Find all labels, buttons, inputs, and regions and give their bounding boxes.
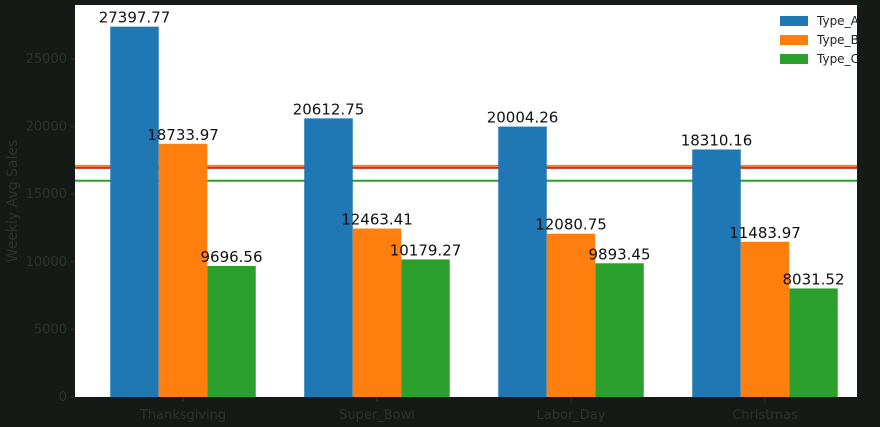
- y-tick-label-15000: 15000: [26, 187, 67, 202]
- legend-swatch-Type_B: [780, 35, 808, 45]
- bars-group: [110, 26, 838, 398]
- legend-label-Type_B: Type_B: [816, 33, 859, 47]
- bar-Type_C-Super_Bowl: [401, 259, 450, 397]
- legend: Type_A Type_B Type_C: [780, 14, 860, 66]
- bar-Type_B-Super_Bowl: [352, 228, 402, 397]
- legend-swatch-Type_A: [780, 16, 808, 26]
- data-label-Type_B-Christmas: 11483.97: [729, 224, 801, 242]
- y-tick-label-5000: 5000: [34, 322, 67, 337]
- x-tick-label-Labor_Day: Labor_Day: [537, 408, 606, 423]
- bar-Type_C-Christmas: [789, 288, 838, 397]
- value-labels-group: 27397.77 20612.75 20004.26 18310.16 18733.97…: [99, 9, 845, 289]
- y-tick-label-10000: 10000: [26, 255, 67, 270]
- data-label-Type_C-Super_Bowl: 10179.27: [390, 241, 462, 259]
- bar-Type_A-Thanksgiving: [110, 26, 159, 398]
- y-tick-label-0: 0: [59, 390, 67, 405]
- data-label-Type_A-Super_Bowl: 20612.75: [293, 100, 365, 118]
- data-label-Type_A-Thanksgiving: 27397.77: [99, 9, 171, 27]
- bar-Type_B-Thanksgiving: [158, 143, 208, 397]
- legend-label-Type_C: Type_C: [816, 52, 859, 66]
- axes-group: 0 5000 10000 15000 20000 25000 Thanksgiving Sup…: [5, 52, 798, 423]
- y-tick-label-25000: 25000: [26, 52, 67, 67]
- x-tick-label-Thanksgiving: Thanksgiving: [139, 408, 226, 423]
- data-label-Type_B-Super_Bowl: 12463.41: [341, 211, 413, 229]
- x-tick-label-Christmas: Christmas: [732, 408, 798, 423]
- bar-Type_B-Labor_Day: [546, 233, 596, 397]
- data-label-Type_C-Labor_Day: 9893.45: [588, 245, 650, 263]
- legend-label-Type_A: Type_A: [816, 14, 860, 28]
- bar-Type_B-Christmas: [740, 241, 790, 397]
- data-label-Type_C-Christmas: 8031.52: [782, 270, 844, 288]
- data-label-Type_B-Labor_Day: 12080.75: [535, 216, 607, 234]
- data-label-Type_C-Thanksgiving: 9696.56: [200, 248, 262, 266]
- bar-Type_A-Christmas: [692, 149, 741, 397]
- bar-Type_A-Super_Bowl: [304, 118, 353, 397]
- data-label-Type_A-Labor_Day: 20004.26: [487, 109, 559, 127]
- data-label-Type_A-Christmas: 18310.16: [681, 131, 753, 149]
- x-tick-label-Super_Bowl: Super_Bowl: [339, 408, 415, 423]
- bar-Type_C-Labor_Day: [595, 263, 644, 397]
- bar-Type_A-Labor_Day: [498, 126, 547, 397]
- y-tick-label-20000: 20000: [26, 120, 67, 135]
- data-label-Type_B-Thanksgiving: 18733.97: [147, 126, 219, 144]
- y-axis-label: Weekly Avg Sales: [5, 140, 21, 263]
- bar-Type_C-Thanksgiving: [207, 265, 256, 397]
- legend-swatch-Type_C: [780, 54, 808, 64]
